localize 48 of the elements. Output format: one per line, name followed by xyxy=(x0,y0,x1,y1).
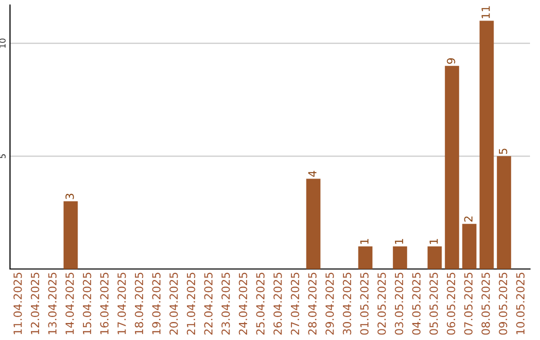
x-tick-label: 20.04.2025 xyxy=(169,272,178,335)
x-tick-label: 26.04.2025 xyxy=(273,272,282,335)
x-tick-label: 29.04.2025 xyxy=(325,272,334,335)
bar xyxy=(480,20,494,269)
x-tick-label: 18.04.2025 xyxy=(134,272,144,334)
x-tick-label: 03.05.2025 xyxy=(394,272,404,335)
data-label: 3 xyxy=(65,194,74,200)
x-tick-label: 24.04.2025 xyxy=(238,272,248,335)
data-label: 5 xyxy=(498,148,508,154)
x-tick-label: 16.04.2025 xyxy=(100,272,109,334)
x-tick-label: 04.05.2025 xyxy=(412,272,421,335)
x-tick-label: 10.05.2025 xyxy=(516,272,525,334)
bar xyxy=(496,156,512,269)
x-tick-label: 15.04.2025 xyxy=(82,272,92,334)
bar xyxy=(306,178,320,269)
x-tick-label: 27.04.2025 xyxy=(290,272,300,335)
x-tick-label: 19.04.2025 xyxy=(152,272,161,334)
x-tick-label: 28.04.2025 xyxy=(308,272,317,335)
x-tick-label: 30.04.2025 xyxy=(342,272,352,335)
x-tick-label: 05.05.2025 xyxy=(429,272,438,335)
bar xyxy=(358,246,372,269)
bar xyxy=(392,246,408,269)
x-tick-label: 13.04.2025 xyxy=(48,272,57,334)
data-label: 4 xyxy=(308,170,316,177)
x-tick-label: 01.05.2025 xyxy=(360,272,369,335)
data-label: 1 xyxy=(430,239,438,244)
x-tick-label: 21.04.2025 xyxy=(186,272,196,335)
x-tick-label: 17.04.2025 xyxy=(117,272,126,334)
data-label: 1 xyxy=(360,239,368,244)
x-tick-label: 11.04.2025 xyxy=(13,272,22,334)
bar xyxy=(462,224,476,269)
x-tick-label: 08.05.2025 xyxy=(481,272,490,335)
x-tick-label: 23.04.2025 xyxy=(221,272,230,335)
data-label: 2 xyxy=(464,216,472,222)
x-tick-label: 02.05.2025 xyxy=(377,272,386,335)
x-tick-label: 25.04.2025 xyxy=(256,272,265,335)
x-tick-label: 12.04.2025 xyxy=(30,272,40,334)
data-label: 1 xyxy=(394,239,404,244)
data-label: 11 xyxy=(482,6,490,18)
data-label: 9 xyxy=(446,58,456,64)
x-tick-label: 07.05.2025 xyxy=(464,272,473,335)
x-tick-label: 09.05.2025 xyxy=(498,272,508,335)
bar xyxy=(444,66,460,269)
bar xyxy=(64,201,78,269)
bar xyxy=(428,246,442,269)
x-tick-label: 06.05.2025 xyxy=(446,272,456,335)
x-tick-label: 14.04.2025 xyxy=(65,272,74,334)
x-tick-label: 22.04.2025 xyxy=(204,272,213,335)
